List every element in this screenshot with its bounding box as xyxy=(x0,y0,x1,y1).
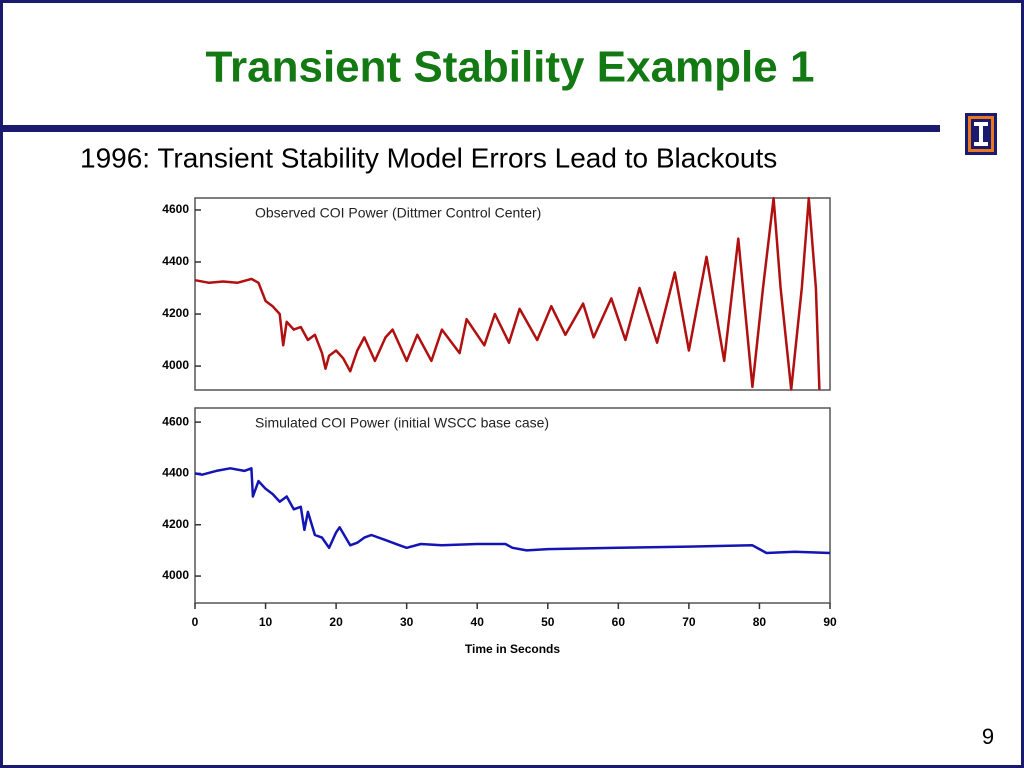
y-tick-label: 4200 xyxy=(162,306,189,320)
y-tick-label: 4600 xyxy=(162,202,189,216)
data-line xyxy=(194,197,821,391)
annotation: Observed COI Power (Dittmer Control Cent… xyxy=(255,205,541,221)
data-line xyxy=(194,467,831,555)
plot-frame xyxy=(194,197,831,391)
title-rule xyxy=(0,125,940,132)
y-tick-label: 4200 xyxy=(162,517,189,531)
x-tick-label: 30 xyxy=(400,615,414,629)
slide-subtitle: 1996: Transient Stability Model Errors L… xyxy=(80,142,777,173)
x-tick-label: 40 xyxy=(471,615,485,629)
page-number: 9 xyxy=(982,724,994,749)
y-tick-label: 4000 xyxy=(162,568,189,582)
y-tick-label: 4400 xyxy=(162,254,189,268)
x-tick-label: 80 xyxy=(753,615,767,629)
x-tick-label: 60 xyxy=(612,615,626,629)
x-tick-label: 0 xyxy=(192,615,199,629)
y-tick-label: 4600 xyxy=(162,414,189,428)
charts: 4000 4200 4400 4600 Observed COI Power (Ditt… xyxy=(162,197,837,656)
y-tick-label: 4400 xyxy=(162,466,189,480)
x-tick-label: 10 xyxy=(259,615,273,629)
x-tick-label: 20 xyxy=(329,615,343,629)
x-axis-label: Time in Seconds xyxy=(465,642,560,656)
x-tick-label: 70 xyxy=(682,615,696,629)
logo xyxy=(965,113,997,155)
y-tick-label: 4000 xyxy=(162,358,189,372)
annotation: Simulated COI Power (initial WSCC base c… xyxy=(255,415,549,431)
slide-title: Transient Stability Example 1 xyxy=(206,43,815,92)
x-tick-label: 50 xyxy=(541,615,555,629)
plot-frame xyxy=(194,407,831,604)
x-tick-label: 90 xyxy=(823,615,837,629)
